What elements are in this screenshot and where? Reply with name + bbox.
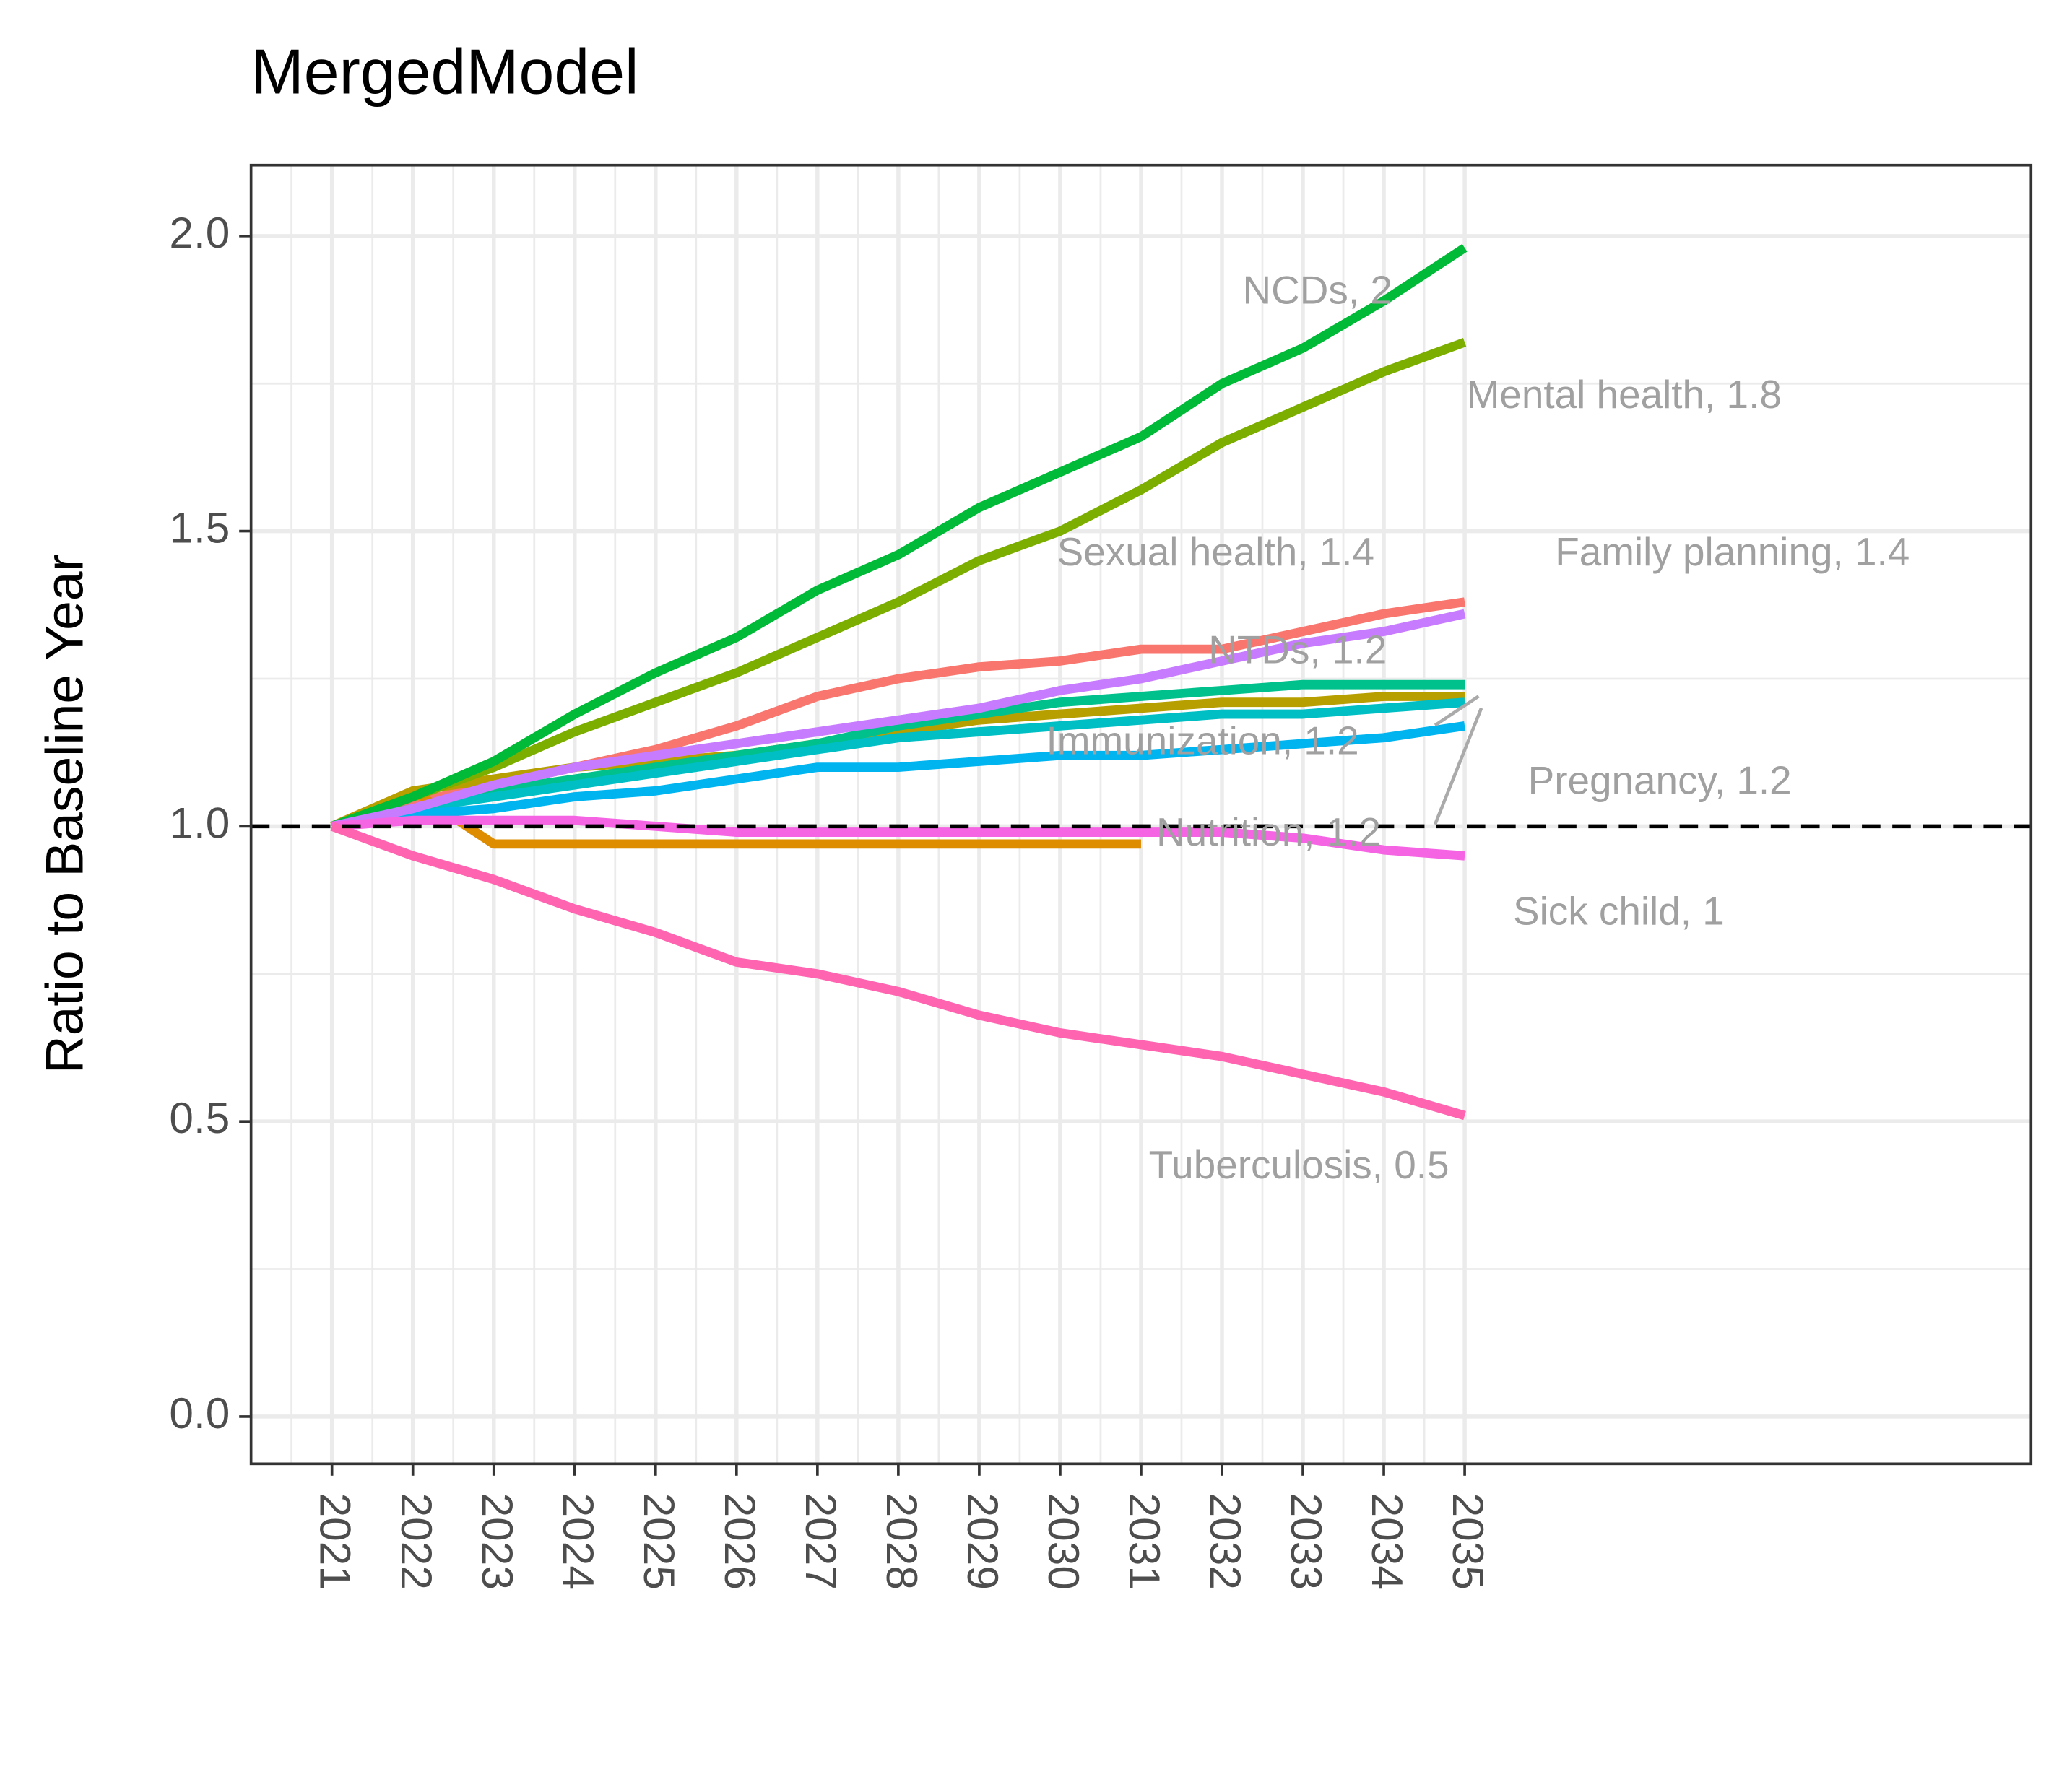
end-label: Tuberculosis, 0.5: [1149, 1142, 1449, 1187]
y-tick-label: 1.5: [169, 503, 230, 552]
leader-line: [1433, 707, 1483, 825]
x-tick-label: 2025: [635, 1493, 684, 1590]
end-label: NTDs, 1.2: [1208, 627, 1387, 671]
y-tick-label: 0.0: [169, 1388, 230, 1438]
series-line: [331, 697, 1465, 831]
end-label: Immunization, 1.2: [1046, 718, 1358, 763]
end-label: Sick child, 1: [1513, 889, 1725, 934]
series-line: [331, 679, 1465, 831]
end-labels: Family planning, 1.4 Immunization, 1.2 Men…: [1046, 268, 1910, 1187]
lines: [251, 243, 2032, 1121]
x-tick-label: 2024: [554, 1493, 603, 1590]
series-line: [331, 721, 1466, 831]
x-tick-label: 2023: [473, 1493, 522, 1590]
x-tick-label: 2034: [1363, 1493, 1412, 1590]
end-label: Nutrition, 1.2: [1156, 809, 1381, 854]
x-tick-label: 2035: [1444, 1493, 1493, 1590]
x-tick-label: 2031: [1120, 1493, 1169, 1590]
y-tick-label: 2.0: [169, 208, 230, 257]
x-tick-label: 2032: [1201, 1493, 1250, 1590]
series-line: [330, 243, 1468, 831]
y-tick-label: 1.0: [169, 798, 230, 847]
end-label: Pregnancy, 1.2: [1528, 758, 1792, 803]
series-line: [330, 337, 1467, 831]
x-tick-label: 2033: [1282, 1493, 1331, 1590]
axes: 0.0 0.5 1.0 1.5 2.0 2021 2022 2023 2024 2025 2026 2…: [169, 208, 1493, 1590]
y-tick-label: 0.5: [169, 1093, 230, 1142]
end-label: NCDs, 2: [1243, 268, 1392, 313]
end-label: Family planning, 1.4: [1555, 529, 1910, 574]
series-line: [331, 609, 1466, 831]
leader-line: [1434, 695, 1480, 727]
y-axis-title: Ratio to Baseline Year: [35, 554, 94, 1074]
x-tick-label: 2022: [392, 1493, 441, 1590]
x-tick-label: 2028: [877, 1493, 927, 1590]
x-tick-label: 2030: [1039, 1493, 1088, 1590]
series-line: [330, 822, 1466, 1121]
x-tick-label: 2027: [797, 1493, 846, 1590]
end-label: Mental health, 1.8: [1467, 372, 1782, 417]
x-tick-label: 2021: [311, 1493, 360, 1590]
chart-title: MergedModel: [251, 35, 639, 107]
x-tick-label: 2026: [716, 1493, 765, 1590]
end-label: Sexual health, 1.4: [1057, 529, 1374, 574]
series-line: [331, 815, 1465, 861]
x-tick-label: 2029: [958, 1493, 1007, 1590]
